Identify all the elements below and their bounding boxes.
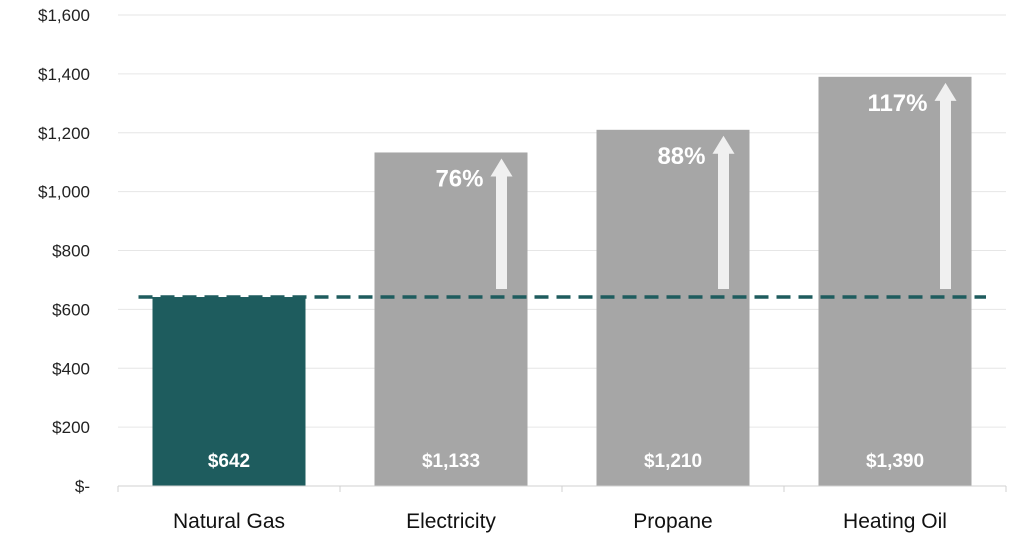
x-category-label: Heating Oil xyxy=(843,510,947,533)
up-arrow-icon xyxy=(490,158,513,290)
increase-arrows xyxy=(490,82,957,290)
x-category-label: Natural Gas xyxy=(173,510,285,533)
x-category-label: Electricity xyxy=(406,510,496,533)
up-arrow-icon xyxy=(934,82,957,290)
y-tick-label: $400 xyxy=(52,359,90,378)
up-arrow-icon xyxy=(712,135,735,290)
y-tick-label: $1,000 xyxy=(38,183,90,202)
data-labels: $642 $1,133 76% $1,210 88% $1,390 117% xyxy=(208,90,928,472)
y-axis-tick-labels: $- $200 $400 $600 $800 $1,000 $1,200 $1,400 $1,6… xyxy=(38,6,90,496)
y-tick-label: $600 xyxy=(52,300,90,319)
bars xyxy=(152,76,972,486)
bar-value-label: $1,390 xyxy=(866,451,924,472)
increase-percent-label: 117% xyxy=(867,90,927,117)
y-tick-label: $800 xyxy=(52,242,90,261)
x-axis xyxy=(117,485,1007,492)
y-tick-label: $- xyxy=(75,477,90,496)
bar-value-label: $642 xyxy=(208,451,250,472)
bar-value-label: $1,133 xyxy=(422,451,480,472)
increase-percent-label: 88% xyxy=(657,143,705,170)
x-category-label: Propane xyxy=(633,510,712,533)
bar-value-label: $1,210 xyxy=(644,451,702,472)
increase-percent-label: 76% xyxy=(435,165,483,192)
x-axis-category-labels: Natural Gas Electricity Propane Heating Oil xyxy=(173,510,947,533)
y-tick-label: $1,200 xyxy=(38,124,90,143)
bar-natural-gas xyxy=(152,297,306,486)
y-tick-label: $1,600 xyxy=(38,6,90,25)
y-tick-label: $1,400 xyxy=(38,65,90,84)
y-tick-label: $200 xyxy=(52,418,90,437)
